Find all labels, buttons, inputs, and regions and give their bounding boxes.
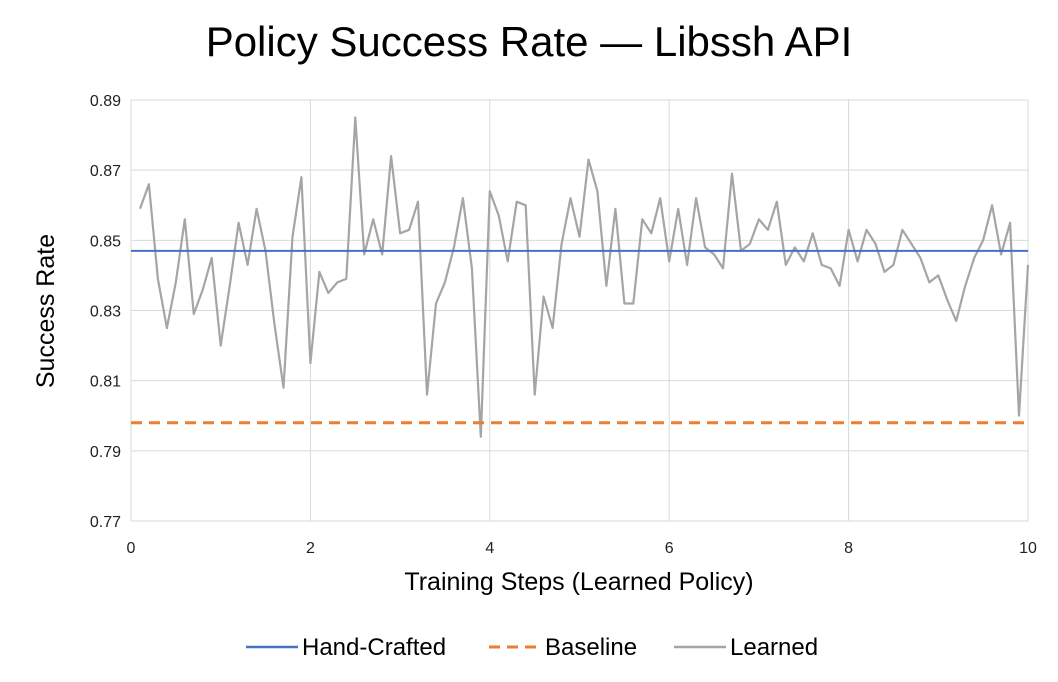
x-tick-label: 8: [844, 540, 853, 557]
series-layer: [131, 116, 1030, 438]
y-tick-label: 0.83: [90, 304, 121, 321]
x-tick-label: 4: [485, 540, 494, 557]
y-axis-title: Success Rate: [32, 234, 60, 388]
x-tick-label: 6: [665, 540, 674, 557]
x-tick-label: 10: [1019, 540, 1037, 557]
x-tick-label: 2: [306, 540, 315, 557]
y-tick-label: 0.87: [90, 163, 121, 180]
chart-title: Policy Success Rate — Libssh API: [205, 18, 853, 65]
legend-label: Baseline: [545, 634, 637, 661]
ticks-layer: 0.77 0.79 0.81 0.83 0.85 0.87 0.89 0 2 4 6 8 10: [90, 93, 1037, 557]
grid-layer: [130, 99, 1029, 522]
legend: Hand-Crafted Baseline Learned: [246, 634, 818, 661]
y-tick-label: 0.81: [90, 374, 121, 391]
y-tick-label: 0.85: [90, 233, 121, 250]
y-tick-label: 0.89: [90, 93, 121, 110]
y-tick-label: 0.77: [90, 514, 121, 531]
x-tick-label: 0: [127, 540, 136, 557]
legend-label: Hand-Crafted: [302, 634, 446, 661]
x-axis-title: Training Steps (Learned Policy): [404, 568, 753, 596]
y-tick-label: 0.79: [90, 444, 121, 461]
legend-label: Learned: [730, 634, 818, 661]
series-line-learned: [138, 116, 1030, 438]
